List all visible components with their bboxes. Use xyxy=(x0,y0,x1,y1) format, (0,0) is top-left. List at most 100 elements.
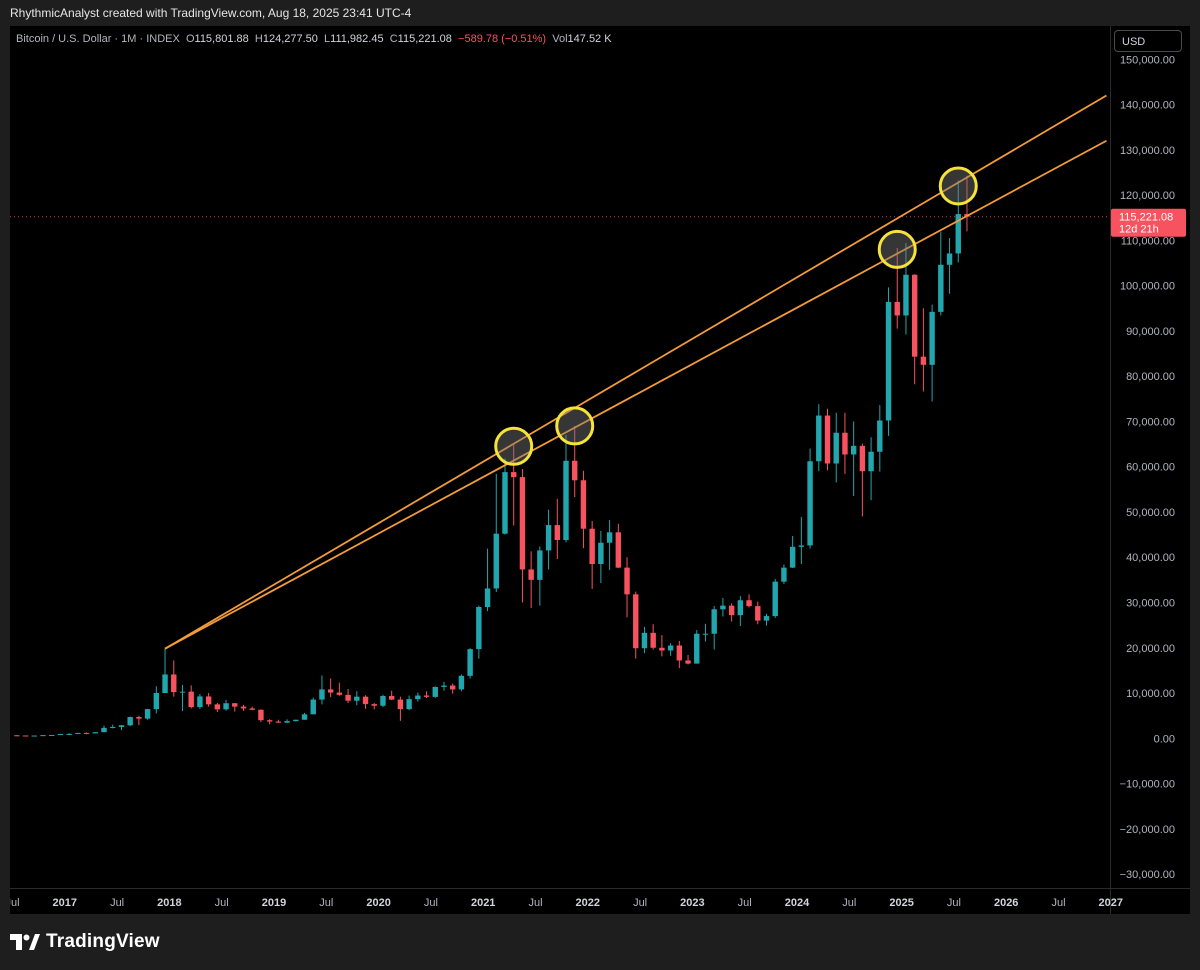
candle xyxy=(136,715,142,726)
candle-body xyxy=(484,588,491,608)
x-tick-label: 2022 xyxy=(576,897,600,909)
volume-value: 147.52 K xyxy=(567,33,612,45)
candle-body xyxy=(493,533,499,589)
x-tick-label: 2017 xyxy=(53,897,77,909)
candle-body xyxy=(519,477,526,570)
candle xyxy=(720,597,726,617)
y-tick-label: 70,000.00 xyxy=(1126,416,1175,428)
candle-body xyxy=(938,264,944,312)
x-tick-label: Jul xyxy=(110,897,124,909)
candle xyxy=(676,640,683,669)
x-tick-label: Jul xyxy=(528,897,542,909)
candle-body xyxy=(755,606,761,621)
candle-body xyxy=(31,735,37,737)
highlight-circle[interactable] xyxy=(494,426,534,466)
candle xyxy=(598,530,604,584)
x-axis[interactable]: Jul 2017 Jul 2018 Jul 2019 Jul 2020 Jul 2021 Jul 20… xyxy=(10,897,1123,909)
price-badge-price: 115,221.08 xyxy=(1119,212,1173,224)
candle xyxy=(606,520,613,570)
x-tick-label: 2021 xyxy=(471,897,495,909)
candle-body xyxy=(641,632,648,649)
candle xyxy=(650,624,656,650)
y-axis[interactable]: 150,000.00 140,000.00 130,000.00 120,000.00… xyxy=(1120,54,1175,881)
y-tick-label: 20,000.00 xyxy=(1126,643,1175,655)
candle-body xyxy=(877,420,883,452)
candle-body xyxy=(545,525,552,551)
candle xyxy=(624,557,630,618)
candle-body xyxy=(816,415,822,462)
candle-body xyxy=(894,301,900,316)
candle-body xyxy=(528,569,534,580)
candle-body xyxy=(606,532,613,543)
candle-body xyxy=(720,605,726,610)
candle-body xyxy=(885,301,892,421)
candle xyxy=(284,719,290,723)
candle xyxy=(310,697,316,715)
candle-body xyxy=(458,675,465,690)
y-tick-label: 110,000.00 xyxy=(1121,235,1175,247)
y-tick-label: 30,000.00 xyxy=(1126,597,1175,609)
candle xyxy=(938,231,944,316)
currency-button[interactable]: USD xyxy=(1114,30,1182,52)
candle-body xyxy=(728,605,735,616)
x-tick-label: Jul xyxy=(10,897,20,909)
candle-body xyxy=(650,632,656,648)
x-tick-label: 2019 xyxy=(262,897,286,909)
candle-body xyxy=(83,732,90,734)
candle xyxy=(502,458,508,535)
price-badge-countdown: 12d 21h xyxy=(1119,224,1159,236)
candle-body xyxy=(772,581,778,617)
candle xyxy=(205,693,212,707)
chart-pane[interactable]: 150,000.00 140,000.00 130,000.00 120,000.00… xyxy=(10,26,1190,914)
candle xyxy=(432,686,438,698)
candle xyxy=(476,605,482,659)
candle-body xyxy=(249,708,255,710)
candle xyxy=(685,655,691,665)
candle xyxy=(293,719,299,722)
candle-body xyxy=(179,691,186,693)
trendline[interactable] xyxy=(164,94,1107,650)
candle xyxy=(179,684,186,712)
candle-body xyxy=(136,717,142,719)
candle xyxy=(711,606,717,650)
highlight-circle[interactable] xyxy=(938,166,978,206)
candle xyxy=(859,443,866,517)
x-tick-label: Jul xyxy=(633,897,647,909)
symbol-name[interactable]: Bitcoin / U.S. Dollar · 1M · INDEX xyxy=(16,33,180,45)
candle xyxy=(728,603,735,622)
x-tick-label: Jul xyxy=(319,897,333,909)
candle-body xyxy=(240,706,247,709)
candle-body xyxy=(345,694,351,701)
candle-body xyxy=(633,594,639,649)
candle-body xyxy=(371,704,377,706)
open-label: O xyxy=(185,33,195,45)
highlight-circle[interactable] xyxy=(555,406,595,446)
candle xyxy=(763,613,770,626)
candle-body xyxy=(615,532,622,568)
candle-body xyxy=(101,727,107,733)
price-badge-background xyxy=(1111,208,1186,237)
price-chart[interactable]: 150,000.00 140,000.00 130,000.00 120,000.00… xyxy=(10,26,1190,914)
trendlines-layer[interactable] xyxy=(164,94,1107,650)
candle-body xyxy=(232,703,238,707)
candle xyxy=(746,594,752,608)
candle xyxy=(406,695,412,711)
candle xyxy=(554,498,560,560)
highlights-layer[interactable] xyxy=(494,166,978,466)
tradingview-logo[interactable]: TradingView xyxy=(10,931,160,953)
highlight-circle[interactable] xyxy=(877,229,917,269)
y-tick-label: 100,000.00 xyxy=(1120,281,1175,293)
candle xyxy=(266,719,273,725)
candle-body xyxy=(781,567,787,582)
candle-body xyxy=(423,695,430,697)
y-tick-label: 130,000.00 xyxy=(1120,145,1175,157)
candle xyxy=(66,733,72,735)
candle xyxy=(929,304,935,402)
candle xyxy=(197,693,203,709)
candle-body xyxy=(467,649,473,676)
candle xyxy=(415,692,421,702)
trendline[interactable] xyxy=(164,139,1107,650)
y-tick-label: 10,000.00 xyxy=(1126,688,1175,700)
candle-body xyxy=(14,735,20,737)
candle-body xyxy=(301,714,308,720)
